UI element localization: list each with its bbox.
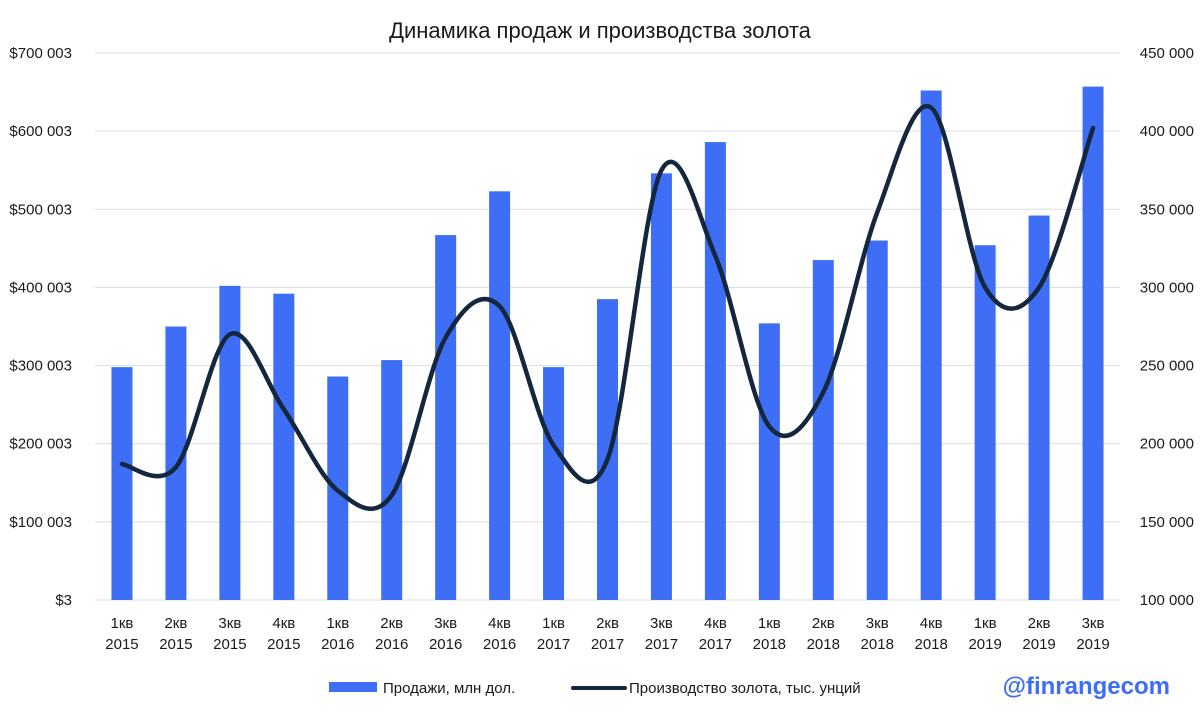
right-tick-label: 450 000 — [1140, 45, 1194, 62]
right-tick-label: 200 000 — [1140, 436, 1194, 453]
watermark: @finrangecom — [1003, 673, 1170, 700]
right-tick-label: 300 000 — [1140, 279, 1194, 296]
bar — [111, 367, 133, 600]
left-axis-ticks: $3 $100 003 $200 003 $300 003 $400 003 $500 0… — [9, 45, 72, 609]
x-tick-label: 1кв 2016 — [321, 615, 354, 653]
x-tick-label: 4кв 2017 — [699, 615, 732, 653]
production-line — [119, 104, 1096, 511]
legend-label-production: Производство золота, тыс. унций — [629, 680, 861, 697]
bar — [597, 299, 618, 600]
bar — [758, 323, 780, 600]
x-tick-label: 1кв 2019 — [968, 615, 1001, 653]
right-tick-label: 150 000 — [1140, 514, 1194, 531]
bar — [866, 240, 888, 600]
x-tick-label: 2кв 2019 — [1022, 615, 1055, 653]
bar — [489, 191, 511, 601]
left-tick-label: $700 003 — [9, 45, 72, 62]
bar — [543, 367, 565, 600]
right-tick-label: 350 000 — [1140, 201, 1194, 218]
right-axis-ticks: 100 000 150 000 200 000 250 000 300 000 350 0… — [1140, 45, 1194, 609]
left-tick-label: $300 003 — [9, 358, 72, 375]
x-tick-label: 2кв 2017 — [591, 615, 624, 653]
left-tick-label: $400 003 — [9, 279, 72, 296]
chart-title: Динамика продаж и производства золота — [389, 18, 812, 43]
bar — [219, 285, 241, 600]
x-tick-label: 3кв 2015 — [213, 615, 246, 653]
legend-swatch-sales — [329, 682, 377, 692]
x-tick-label: 4кв 2016 — [483, 615, 516, 653]
bar — [650, 173, 672, 600]
right-tick-label: 400 000 — [1140, 123, 1194, 140]
left-tick-label: $3 — [55, 592, 72, 609]
legend-label-sales: Продажи, млн дол. — [383, 680, 515, 697]
bar — [704, 142, 726, 600]
x-axis-ticks: 1кв 2015 2кв 2015 3кв 2015 4кв 2015 1кв 2016 2кв 20… — [105, 615, 1109, 653]
legend: Продажи, млн дол. Производство золота, т… — [329, 680, 861, 697]
x-tick-label: 4кв 2018 — [914, 615, 947, 653]
bar — [1028, 215, 1050, 600]
right-tick-label: 250 000 — [1140, 358, 1194, 375]
left-tick-label: $500 003 — [9, 201, 72, 218]
x-tick-label: 2кв 2015 — [159, 615, 192, 653]
production-series-line — [119, 104, 1096, 511]
x-tick-label: 1кв 2018 — [753, 615, 786, 653]
x-tick-label: 1кв 2015 — [105, 615, 138, 653]
sales-bars — [111, 86, 1104, 601]
left-tick-label: $600 003 — [9, 123, 72, 140]
bar — [974, 245, 996, 601]
right-tick-label: 100 000 — [1140, 592, 1194, 609]
x-tick-label: 3кв 2018 — [861, 615, 894, 653]
left-tick-label: $100 003 — [9, 514, 72, 531]
bar — [920, 90, 942, 600]
bar — [1082, 86, 1104, 601]
x-tick-label: 2кв 2018 — [807, 615, 840, 653]
left-tick-label: $200 003 — [9, 436, 72, 453]
x-tick-label: 3кв 2019 — [1076, 615, 1109, 653]
x-tick-label: 4кв 2015 — [267, 615, 300, 653]
x-tick-label: 3кв 2016 — [429, 615, 462, 653]
bar — [381, 360, 403, 600]
x-tick-label: 2кв 2016 — [375, 615, 408, 653]
x-tick-label: 1кв 2017 — [537, 615, 570, 653]
bar — [165, 326, 187, 600]
bar — [812, 260, 834, 600]
bar — [273, 293, 295, 600]
bar — [435, 235, 457, 600]
x-tick-label: 3кв 2017 — [645, 615, 678, 653]
